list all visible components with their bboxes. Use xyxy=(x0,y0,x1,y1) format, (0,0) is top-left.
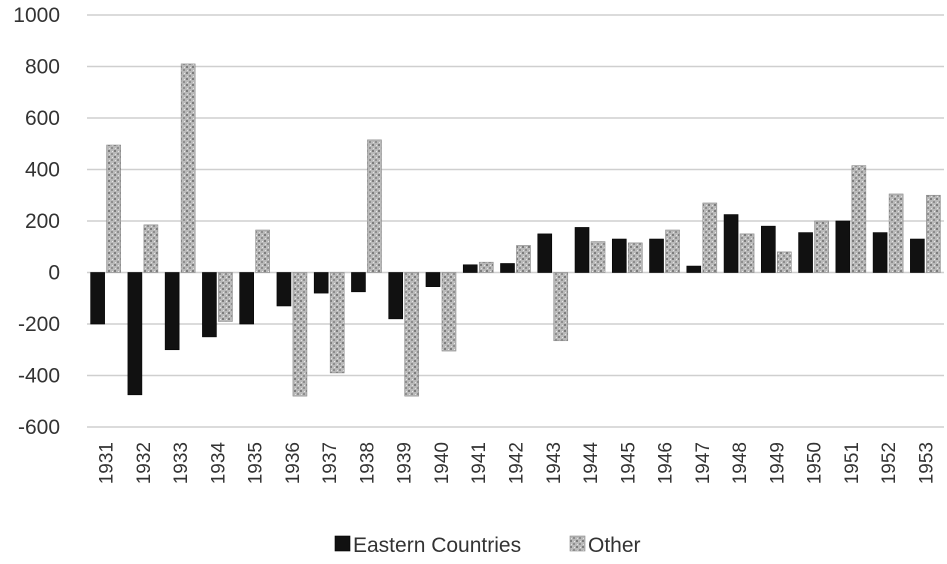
x-tick-label: 1946 xyxy=(656,442,677,484)
bar-other xyxy=(255,229,270,273)
bar-eastern-countries xyxy=(425,272,441,287)
bar-eastern-countries xyxy=(313,272,329,294)
x-axis-ticks: 1931 1932 1933 1934 1935 1936 1937 1938 1939 1940… xyxy=(97,442,938,485)
bar-other xyxy=(851,165,867,273)
bar-eastern-countries xyxy=(202,272,217,338)
bar-eastern-countries xyxy=(686,265,702,273)
legend-swatch xyxy=(334,535,351,552)
bar-other xyxy=(590,241,606,273)
bar-other xyxy=(702,202,718,273)
bar-other xyxy=(814,220,829,273)
x-tick-label: 1939 xyxy=(395,442,416,484)
bar-eastern-countries xyxy=(649,238,664,273)
bar-other xyxy=(888,193,904,273)
bar-eastern-countries xyxy=(500,263,515,273)
x-tick-label: 1933 xyxy=(171,442,192,484)
legend-label: Eastern Countries xyxy=(353,534,521,557)
y-tick-label: 600 xyxy=(25,107,60,130)
y-tick-label: -200 xyxy=(18,313,60,336)
bar-eastern-countries xyxy=(127,272,143,396)
x-tick-label: 1931 xyxy=(97,442,118,484)
bars xyxy=(90,63,941,397)
x-tick-label: 1944 xyxy=(581,442,602,485)
y-tick-label: -400 xyxy=(18,365,60,388)
bar-other xyxy=(404,272,420,397)
x-tick-label: 1936 xyxy=(283,442,304,484)
x-tick-label: 1935 xyxy=(246,442,267,484)
bar-other xyxy=(367,139,382,273)
bar-eastern-countries xyxy=(910,238,925,273)
bar-other xyxy=(553,272,569,342)
y-tick-label: 200 xyxy=(25,210,60,233)
bar-eastern-countries xyxy=(574,227,590,273)
legend-label: Other xyxy=(588,534,641,557)
bar-eastern-countries xyxy=(239,272,254,325)
bar-other xyxy=(143,224,159,273)
bar-eastern-countries xyxy=(872,232,888,273)
y-axis-ticks: 1000 800 600 400 200 0 -200 -400 -600 xyxy=(13,4,60,439)
bar-other xyxy=(478,261,494,273)
x-tick-label: 1932 xyxy=(134,442,155,484)
bar-eastern-countries xyxy=(798,232,813,273)
bar-other xyxy=(665,229,680,273)
bar-eastern-countries xyxy=(388,272,404,320)
x-tick-label: 1947 xyxy=(693,442,714,484)
y-tick-label: 1000 xyxy=(13,4,60,27)
x-tick-label: 1945 xyxy=(618,442,639,484)
x-tick-label: 1941 xyxy=(469,442,490,484)
bar-eastern-countries xyxy=(761,225,776,273)
bar-other xyxy=(926,194,941,273)
y-tick-label: 0 xyxy=(48,262,60,285)
bar-other xyxy=(106,144,121,273)
bar-eastern-countries xyxy=(611,238,627,273)
bar-other xyxy=(441,272,457,352)
y-tick-label: 400 xyxy=(25,159,60,182)
bar-other xyxy=(777,251,792,273)
bar-other xyxy=(329,272,345,374)
x-tick-label: 1952 xyxy=(879,442,900,484)
bar-other xyxy=(516,245,531,273)
x-tick-label: 1943 xyxy=(544,442,565,484)
bar-eastern-countries xyxy=(723,214,739,273)
x-tick-label: 1938 xyxy=(357,442,378,484)
bar-eastern-countries xyxy=(351,272,366,293)
bar-eastern-countries xyxy=(276,272,292,307)
bar-eastern-countries xyxy=(537,233,553,273)
x-tick-label: 1940 xyxy=(432,442,453,484)
x-tick-label: 1953 xyxy=(916,442,937,484)
y-tick-label: 800 xyxy=(25,56,60,79)
bar-other xyxy=(627,242,643,273)
x-tick-label: 1951 xyxy=(842,442,863,484)
bar-other xyxy=(180,63,196,273)
x-tick-label: 1948 xyxy=(730,442,751,484)
x-tick-label: 1942 xyxy=(507,442,528,484)
bar-other xyxy=(739,233,755,273)
legend: Eastern Countries Other xyxy=(334,534,641,557)
x-tick-label: 1949 xyxy=(767,442,788,484)
bar-eastern-countries xyxy=(462,264,478,273)
bar-eastern-countries xyxy=(835,220,851,273)
y-tick-label: -600 xyxy=(18,416,60,439)
x-tick-label: 1937 xyxy=(320,442,341,484)
bar-eastern-countries xyxy=(164,272,180,351)
bar-other xyxy=(218,272,233,322)
bar-eastern-countries xyxy=(90,272,105,325)
x-tick-label: 1934 xyxy=(208,442,229,485)
legend-swatch xyxy=(569,535,586,552)
x-tick-label: 1950 xyxy=(805,442,826,484)
bar-other xyxy=(292,272,308,397)
